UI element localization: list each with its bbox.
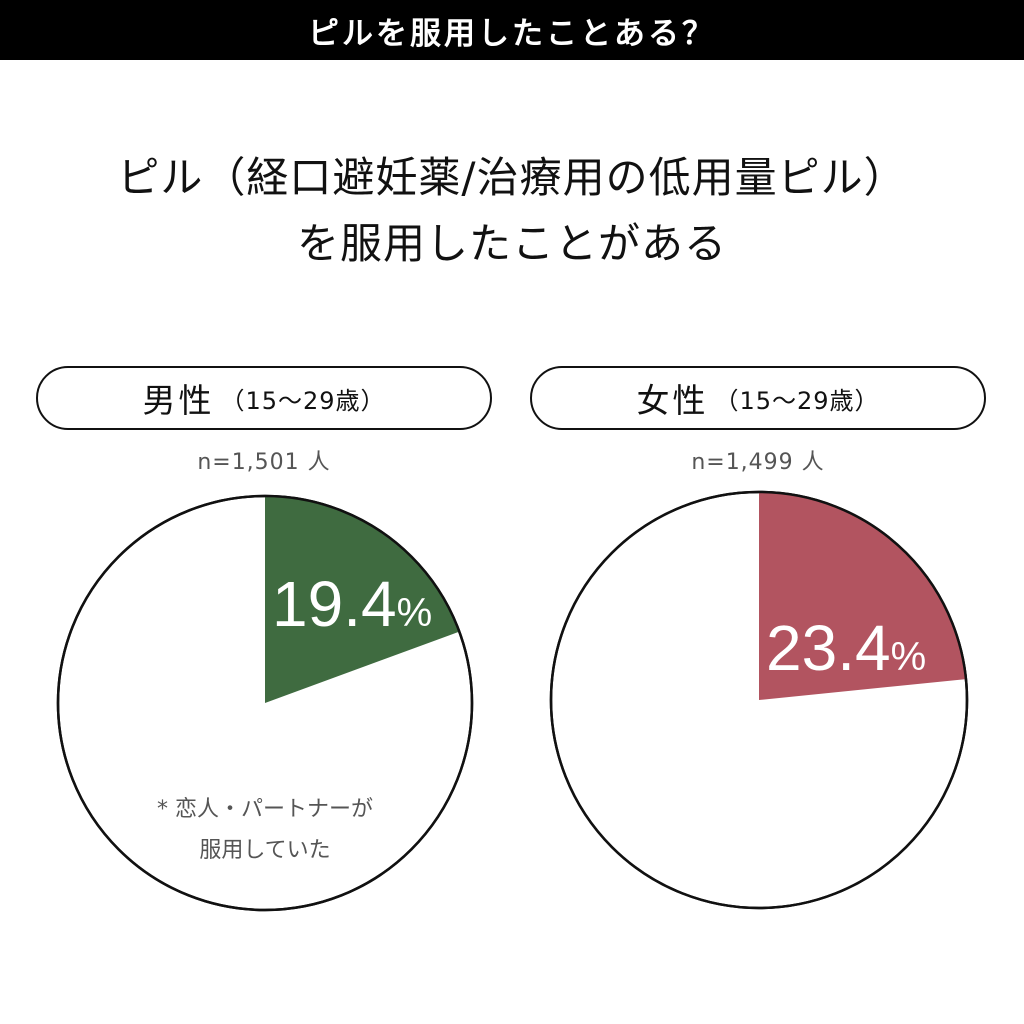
female-label-pill: 女性 （15～29歳）: [530, 366, 986, 430]
male-value-number: 19.4: [272, 568, 397, 640]
female-value-unit: %: [891, 635, 927, 679]
female-value-number: 23.4: [766, 612, 891, 684]
headline-line-1: ピル（経口避妊薬/治療用の低用量ピル）: [117, 153, 907, 202]
male-pie-chart: 19.4% * 恋人・パートナーが 服用していた: [56, 494, 474, 912]
female-pie-outline-stroke: [549, 490, 969, 910]
male-pie-outline-stroke: [56, 494, 474, 912]
female-age-range: （15～29歳）: [714, 386, 880, 415]
top-banner: ピルを服用したことある？: [0, 0, 1024, 60]
male-label-pill: 男性 （15～29歳）: [36, 366, 492, 430]
headline: ピル（経口避妊薬/治療用の低用量ピル） を服用したことがある: [0, 145, 1024, 277]
male-age-range: （15～29歳）: [220, 386, 386, 415]
male-title: 男性: [142, 381, 215, 420]
female-value-label: 23.4%: [766, 612, 926, 684]
male-value-label: 19.4%: [272, 568, 432, 640]
banner-title: ピルを服用したことある？: [308, 15, 716, 52]
female-pie-chart: 23.4%: [549, 490, 969, 910]
female-title: 女性: [636, 381, 709, 420]
male-sample-size: n=1,501 人: [197, 450, 331, 475]
female-pie-slice: [759, 492, 966, 700]
male-pie-slice: [265, 496, 460, 703]
headline-line-2: を服用したことがある: [296, 219, 727, 268]
male-note-line-2: 服用していた: [199, 838, 330, 863]
male-note-line-1: * 恋人・パートナーが: [157, 797, 373, 822]
male-value-unit: %: [397, 591, 433, 635]
female-sample-size: n=1,499 人: [691, 450, 825, 475]
